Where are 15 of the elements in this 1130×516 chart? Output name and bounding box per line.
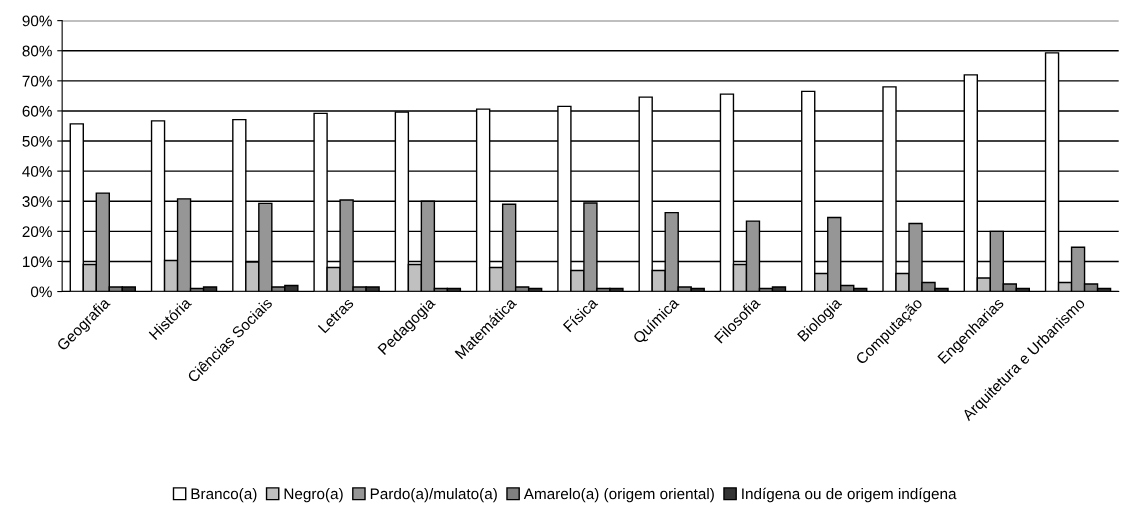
y-tick-label: 30% [22,196,52,207]
y-tick-label: 0% [30,286,52,298]
y-tick-label: 90% [22,15,52,27]
y-tick-label: 60% [22,105,52,117]
legend-label: Branco(a) [191,488,257,503]
legend-label: Negro(a) [284,488,343,503]
legend-label: Amarelo(a) (origem oriental) [523,488,714,503]
y-tick-label: 50% [22,135,52,147]
y-tick-label: 10% [23,256,52,268]
y-tick-label: 40% [22,166,52,177]
y-tick-label: 20% [22,226,52,238]
y-tick-label: 80% [22,45,52,57]
legend-label: Pardo(a)/mulato(a) [370,488,497,503]
y-tick-label: 70% [22,75,52,87]
legend-label: Indígena ou de origem indígena [742,487,957,503]
